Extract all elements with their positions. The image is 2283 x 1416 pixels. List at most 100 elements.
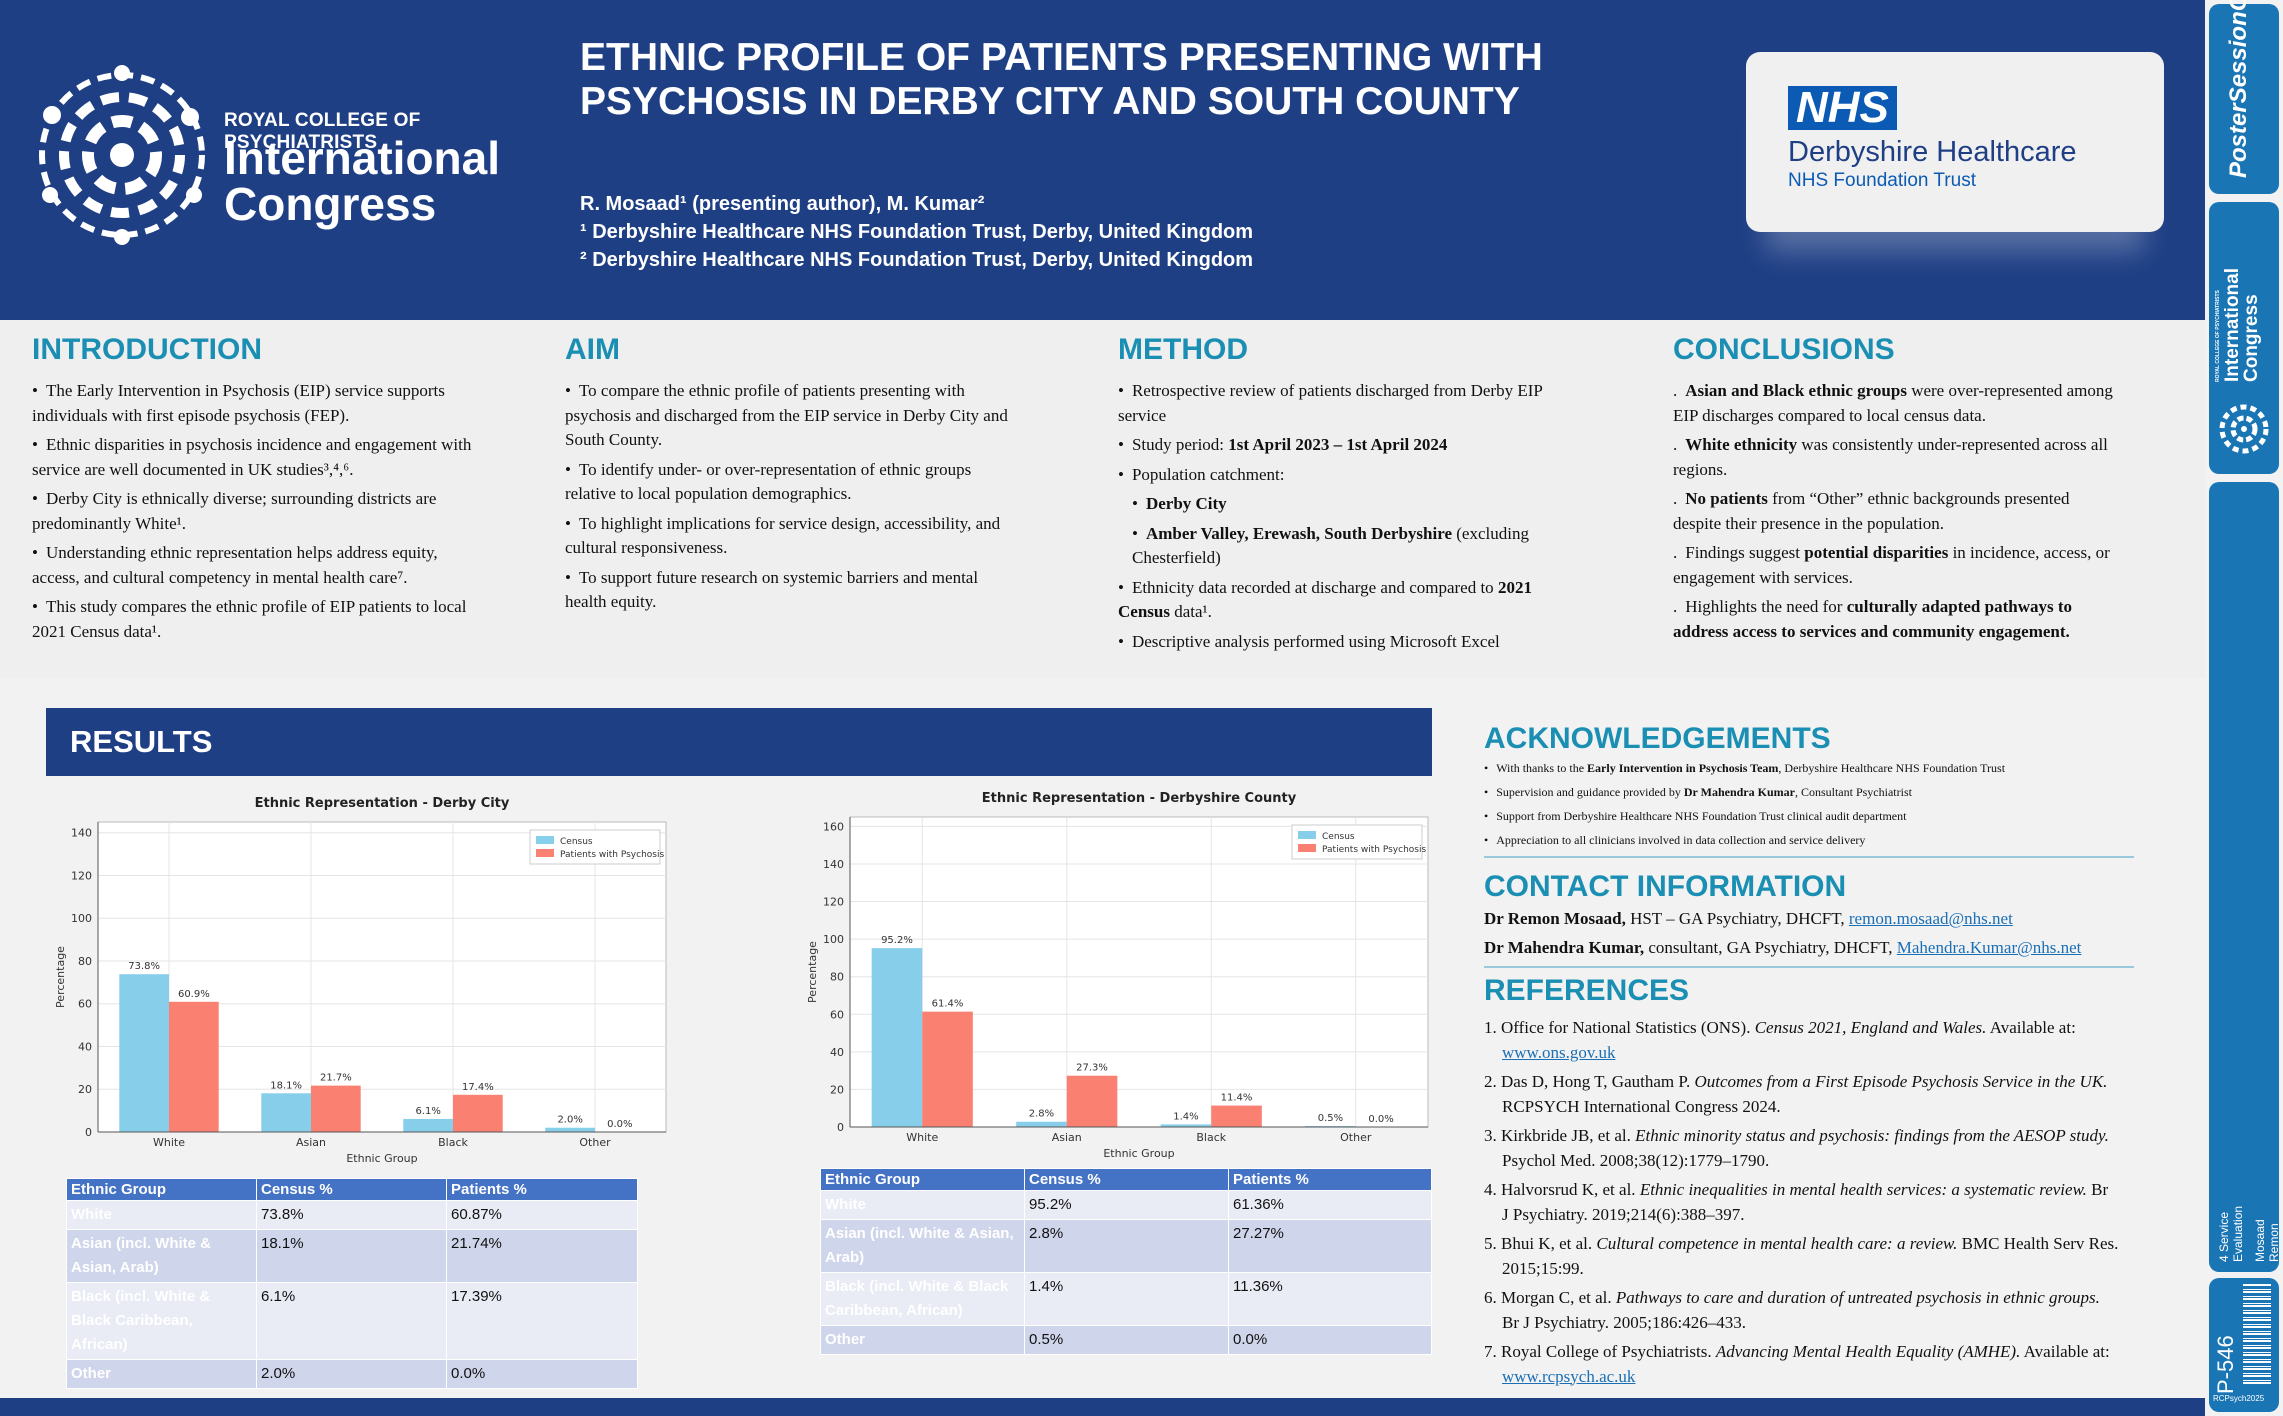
cell: 17.39%	[446, 1282, 638, 1360]
y-tick-label: 20	[78, 1083, 92, 1096]
y-tick-label: 80	[78, 955, 92, 968]
text: HST – GA Psychiatry, DHCFT,	[1625, 909, 1849, 928]
info-tab[interactable]: 4 Service Evaluation Mosaad Remon	[2209, 482, 2281, 1272]
poster-session-online-tab[interactable]: PosterSessionOnline	[2209, 0, 2279, 194]
text: No patients	[1685, 489, 1768, 508]
text: Amber Valley, Erewash, South Derbyshire	[1145, 523, 1452, 543]
table-row: White 73.8% 60.87%	[66, 1200, 638, 1230]
bar-patients-with-psychosis	[922, 1011, 973, 1127]
cell: White	[66, 1200, 257, 1230]
list-item: No patients from “Other” ethnic backgrou…	[1673, 487, 2113, 536]
y-axis-label: Percentage	[806, 941, 819, 1003]
list-item: With thanks to the Early Intervention in…	[1484, 756, 2144, 780]
y-tick-label: 60	[78, 998, 92, 1011]
list-item: This study compares the ethnic profile o…	[32, 595, 482, 644]
author-label: Mosaad Remon	[2253, 1219, 2281, 1262]
author-block: R. Mosaad¹ (presenting author), M. Kumar…	[580, 190, 1253, 274]
nhs-badge: NHS	[1788, 86, 1897, 130]
reference-item: 4. Halvorsrud K, et al. Ethnic inequalit…	[1484, 1178, 2119, 1227]
footer-bar	[0, 1398, 2205, 1416]
title-line-2: PSYCHOSIS IN DERBY CITY AND SOUTH COUNTY	[580, 80, 1520, 123]
text: With thanks to the	[1496, 761, 1588, 775]
text: 7. Royal College of Psychiatrists.	[1484, 1342, 1716, 1361]
list-item: White ethnicity was consistently under-r…	[1673, 433, 2113, 482]
bar-census	[119, 974, 169, 1132]
reference-item: 5. Bhui K, et al. Cultural competence in…	[1484, 1232, 2119, 1281]
text: Derby City	[1145, 494, 1227, 513]
data-label: 2.8%	[1029, 1109, 1054, 1120]
y-tick-label: 140	[823, 858, 844, 871]
results-heading: RESULTS	[46, 708, 1432, 776]
legend-swatch	[536, 849, 554, 857]
poster-id-tab[interactable]: P-546 RCPsych2025	[2209, 1278, 2279, 1412]
text: Study period:	[1131, 435, 1229, 454]
text: Dr Mahendra Kumar	[1683, 785, 1795, 799]
bar-patients-with-psychosis	[1211, 1105, 1262, 1127]
references-list: 1. Office for National Statistics (ONS).…	[1484, 1016, 2119, 1389]
column-header: Patients %	[1228, 1168, 1432, 1191]
list-item: Highlights the need for culturally adapt…	[1673, 595, 2113, 644]
references-heading: REFERENCES	[1484, 974, 1690, 1007]
text: in incidence, access, or engagement with…	[1673, 543, 2110, 587]
y-tick-label: 40	[830, 1046, 844, 1059]
cell: Black (incl. White & Black Caribbean, Af…	[66, 1282, 257, 1360]
aim-section: AIM To compare the ethnic profile of pat…	[565, 333, 1010, 620]
brain-dots-icon	[39, 65, 205, 245]
text: from “Other” ethnic backgrounds presente…	[1673, 489, 2070, 533]
derbyshire-county-table: Ethnic Group Census % Patients % White 95…	[820, 1168, 1432, 1355]
cell: 60.87%	[446, 1200, 638, 1230]
list-item: Study period: 1st April 2023 – 1st April…	[1118, 433, 1578, 458]
legend-label: Census	[560, 837, 593, 847]
method-section: METHOD Retrospective review of patients …	[1118, 333, 1578, 659]
nhs-trust-name: Derbyshire Healthcare	[1788, 136, 2077, 168]
y-tick-label: 100	[71, 912, 92, 925]
conclusions-section: CONCLUSIONS Asian and Black ethnic group…	[1673, 333, 2113, 649]
contact-1: Dr Remon Mosaad, HST – GA Psychiatry, DH…	[1484, 904, 2164, 933]
table-row: Other 0.5% 0.0%	[820, 1325, 1432, 1355]
text: Available at:	[1986, 1018, 2076, 1037]
reference-link[interactable]: www.rcpsych.ac.uk	[1502, 1366, 1636, 1386]
text: , Consultant Psychiatrist	[1794, 785, 1912, 799]
table-row: Asian (incl. White & Asian, Arab) 2.8% 27.…	[820, 1219, 1432, 1273]
introduction-section: INTRODUCTION The Early Intervention in P…	[32, 333, 482, 649]
method-list: Retrospective review of patients dischar…	[1118, 379, 1578, 654]
cell: 73.8%	[256, 1200, 447, 1230]
text: data¹.	[1169, 602, 1212, 621]
reference-item: 7. Royal College of Psychiatrists. Advan…	[1484, 1340, 2119, 1389]
reference-link[interactable]: www.ons.gov.uk	[1502, 1042, 1616, 1062]
x-tick-label: White	[906, 1131, 938, 1144]
data-label: 61.4%	[932, 999, 964, 1010]
data-label: 95.2%	[881, 935, 913, 946]
column-header: Census %	[256, 1178, 447, 1201]
y-tick-label: 40	[78, 1040, 92, 1053]
email-link[interactable]: Mahendra.Kumar@nhs.net	[1896, 938, 2082, 957]
aim-list: To compare the ethnic profile of patient…	[565, 379, 1010, 615]
congress-tab[interactable]: International Congress ROYAL COLLEGE OF …	[2209, 202, 2279, 474]
email-link[interactable]: remon.mosaad@nhs.net	[1848, 909, 2013, 928]
list-item: Appreciation to all clinicians involved …	[1484, 828, 2144, 852]
list-item: Ethnic disparities in psychosis incidenc…	[32, 433, 482, 482]
text: Available at:	[2020, 1342, 2110, 1361]
cell: 0.0%	[446, 1359, 638, 1389]
data-label: 6.1%	[415, 1106, 440, 1117]
method-heading: METHOD	[1118, 333, 1248, 366]
text: Asian and Black ethnic groups	[1685, 381, 1907, 400]
data-label: 27.3%	[1076, 1063, 1108, 1074]
text: White ethnicity	[1685, 435, 1798, 454]
introduction-heading: INTRODUCTION	[32, 333, 262, 366]
legend	[529, 829, 661, 865]
poster-header: ROYAL COLLEGE OF PSYCHIATRISTS Internati…	[0, 0, 2205, 320]
poster-id: P-546	[2213, 1335, 2238, 1394]
list-item: To identify under- or over-representatio…	[565, 458, 1010, 507]
text: Pathways to care and duration of untreat…	[1615, 1288, 2100, 1307]
cell: Asian (incl. White & Asian, Arab)	[66, 1229, 257, 1283]
title-line-1: ETHNIC PROFILE OF PATIENTS PRESENTING WI…	[580, 36, 1543, 79]
chart-title: Ethnic Representation - Derbyshire Count…	[982, 791, 1297, 806]
divider	[1484, 856, 2134, 858]
text: Early Intervention in Psychosis Team	[1587, 761, 1779, 775]
text: 5. Bhui K, et al.	[1484, 1234, 1597, 1253]
cell: Other	[820, 1325, 1025, 1355]
derby-city-table: Ethnic Group Census % Patients % White 73…	[66, 1178, 638, 1389]
x-tick-label: Asian	[1052, 1131, 1082, 1144]
text: was consistently under-represented acros…	[1673, 435, 2108, 479]
